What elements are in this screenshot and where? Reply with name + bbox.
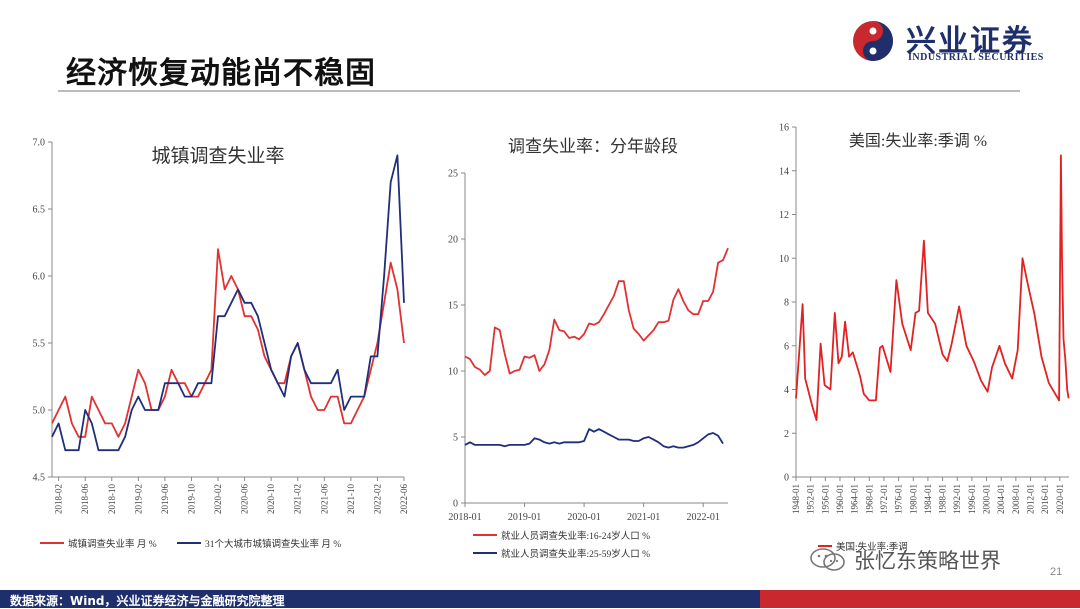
x-tick-label: 2020-01 — [567, 512, 600, 523]
y-tick-label: 12 — [779, 210, 789, 221]
x-tick-label: 1984-01 — [923, 484, 933, 514]
x-tick-label: 1952-01 — [806, 484, 816, 514]
y-tick-label: 10 — [779, 254, 789, 265]
series-line-1 — [464, 428, 724, 449]
y-tick-label: 5.0 — [33, 406, 46, 417]
x-tick-label: 2019-01 — [508, 512, 541, 523]
x-tick-label: 2022-06 — [399, 484, 409, 514]
x-tick-label: 2004-01 — [996, 484, 1006, 514]
x-tick-label: 1972-01 — [879, 484, 889, 514]
x-tick-label: 2020-02 — [213, 484, 223, 514]
series-line-0 — [795, 154, 1070, 422]
logo-en-text: INDUSTRIAL SECURITIES — [908, 52, 1044, 63]
legend-label: 31个大城市城镇调查失业率 月 % — [205, 538, 341, 550]
series-line-1 — [51, 154, 405, 452]
chart-title: 城镇调查失业率 — [151, 145, 284, 167]
x-tick-label: 1960-01 — [835, 484, 845, 514]
y-tick-label: 6.5 — [33, 205, 46, 216]
y-tick-label: 20 — [448, 235, 458, 246]
y-tick-label: 0 — [453, 499, 458, 510]
title-divider — [58, 90, 1020, 92]
page-number: 21 — [1050, 566, 1063, 578]
y-tick-label: 6.0 — [33, 272, 46, 283]
y-tick-label: 14 — [779, 166, 789, 177]
watermark-text: 张忆东策略世界 — [854, 549, 1001, 573]
x-tick-label: 2019-06 — [160, 484, 170, 514]
page-title: 经济恢复动能尚不稳固 — [66, 56, 376, 91]
x-tick-label: 1956-01 — [820, 484, 830, 514]
legend-label: 就业人员调查失业率:16-24岁人口 % — [501, 530, 650, 542]
chart-us-unemployment: 美国:失业率:季调 % 0 2 4 6 8 10 12 14 16 1948-01 1952-01 19… — [779, 123, 1070, 553]
company-logo: 兴业证券 INDUSTRIAL SECURITIES — [850, 16, 1070, 66]
y-tick-label: 2 — [784, 429, 789, 440]
chart-age-unemployment: 调查失业率：分年龄段 0 5 10 15 20 25 2018-01 2019-01 2020-0… — [448, 137, 729, 560]
x-tick-label: 2021-02 — [293, 484, 303, 514]
legend-label: 美国:失业率:季调 — [836, 541, 908, 553]
x-tick-label: 2022-01 — [687, 512, 720, 523]
x-tick-label: 2021-10 — [346, 484, 356, 514]
x-tick-label: 2020-10 — [266, 484, 276, 514]
y-tick-label: 25 — [448, 169, 458, 180]
y-tick-label: 0 — [784, 473, 789, 484]
y-tick-label: 7.0 — [33, 138, 46, 149]
chart-title: 美国:失业率:季调 % — [849, 132, 987, 150]
x-tick-label: 2000-01 — [982, 484, 992, 514]
y-tick-label: 5.5 — [33, 339, 46, 350]
x-tick-label: 2019-10 — [186, 484, 196, 514]
x-tick-label: 1996-01 — [967, 484, 977, 514]
y-tick-label: 6 — [784, 341, 789, 352]
y-tick-label: 8 — [784, 298, 789, 309]
x-tick-label: 1968-01 — [864, 484, 874, 514]
x-tick-label: 2008-01 — [1011, 484, 1021, 514]
x-tick-label: 2020-01 — [1055, 484, 1065, 514]
y-tick-label: 15 — [448, 301, 458, 312]
x-tick-label: 2021-06 — [319, 484, 329, 514]
y-tick-label: 4.5 — [33, 473, 46, 484]
x-tick-label: 1988-01 — [938, 484, 948, 514]
series-line-0 — [464, 247, 729, 376]
logo-mark-icon — [853, 21, 893, 61]
footer-accent — [760, 590, 1080, 608]
x-tick-label: 1948-01 — [791, 484, 801, 514]
y-tick-label: 5 — [453, 433, 458, 444]
x-tick-label: 2018-10 — [107, 484, 117, 514]
x-tick-label: 1980-01 — [908, 484, 918, 514]
x-tick-label: 2018-01 — [448, 512, 481, 523]
x-tick-label: 2018-06 — [80, 484, 90, 514]
y-tick-label: 4 — [784, 385, 789, 396]
x-tick-label: 1976-01 — [894, 484, 904, 514]
logo-cn-text: 兴业证券 — [906, 24, 1034, 59]
series-line-0 — [51, 248, 405, 438]
x-tick-label: 2020-06 — [240, 484, 250, 514]
x-tick-label: 2018-02 — [54, 484, 64, 514]
x-tick-label: 1992-01 — [952, 484, 962, 514]
y-tick-label: 16 — [779, 123, 789, 134]
x-tick-label: 2016-01 — [1040, 484, 1050, 514]
legend-label: 就业人员调查失业率:25-59岁人口 % — [501, 548, 650, 560]
chart-title: 调查失业率：分年龄段 — [508, 137, 678, 156]
x-tick-label: 2021-01 — [627, 512, 660, 523]
x-tick-label: 2012-01 — [1026, 484, 1036, 514]
x-tick-label: 1964-01 — [850, 484, 860, 514]
legend-label: 城镇调查失业率 月 % — [68, 538, 157, 550]
source-note: 数据来源：Wind，兴业证券经济与金融研究院整理 — [10, 594, 285, 608]
chart-urban-unemployment: 城镇调查失业率 4.5 5.0 5.5 6.0 6.5 7.0 2018-02 2018-06 2… — [33, 138, 410, 551]
x-tick-label: 2019-02 — [133, 484, 143, 514]
x-tick-label: 2022-02 — [372, 484, 382, 514]
wechat-icon — [810, 548, 845, 571]
y-tick-label: 10 — [448, 367, 458, 378]
